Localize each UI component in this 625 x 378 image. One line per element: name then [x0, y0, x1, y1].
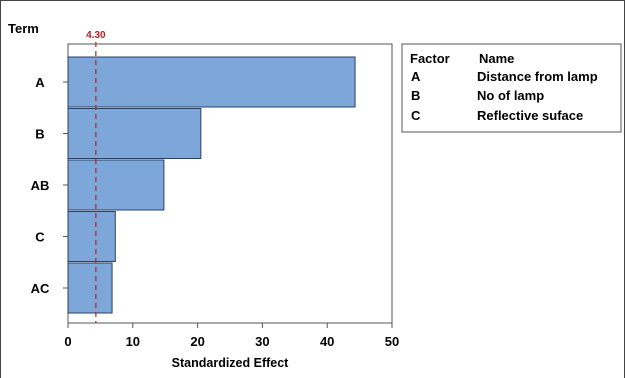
bar-a: [67, 56, 356, 108]
bar-c: [67, 211, 116, 262]
legend-header-name: Name: [479, 51, 514, 66]
bar-ac: [67, 262, 113, 314]
y-tick-label-c: C: [35, 230, 45, 245]
x-tick-group: 0 10 20 30 40 50: [64, 323, 399, 349]
y-tick-label-ac: AC: [31, 281, 50, 296]
reference-line-label: 4.30: [86, 30, 106, 41]
reference-line-group: 4.30: [86, 30, 106, 323]
x-tick-label-30: 30: [255, 334, 269, 349]
legend-name-b: No of lamp: [477, 88, 544, 103]
legend-name-a: Distance from lamp: [477, 69, 598, 84]
legend-factor-b: B: [411, 88, 420, 103]
legend-factor-c: C: [411, 108, 421, 123]
y-tick-label-a: A: [35, 75, 45, 90]
x-tick-label-20: 20: [190, 334, 204, 349]
x-axis-title: Standardized Effect: [172, 356, 290, 370]
legend-name-c: Reflective suface: [477, 108, 583, 123]
legend-box: [401, 43, 622, 133]
x-tick-label-50: 50: [385, 334, 399, 349]
x-tick-label-10: 10: [126, 334, 140, 349]
x-tick-label-40: 40: [320, 334, 334, 349]
y-tick-label-ab: AB: [31, 178, 50, 193]
bars-group: [67, 56, 356, 314]
legend: Factor Name A Distance from lamp B No of…: [401, 43, 622, 133]
bar-b: [67, 108, 202, 159]
y-axis-title: Term: [8, 21, 39, 36]
legend-factor-a: A: [411, 69, 421, 84]
legend-header-factor: Factor: [410, 51, 450, 66]
x-tick-label-0: 0: [64, 334, 71, 349]
bar-ab: [67, 159, 165, 211]
y-tick-label-b: B: [35, 127, 44, 142]
